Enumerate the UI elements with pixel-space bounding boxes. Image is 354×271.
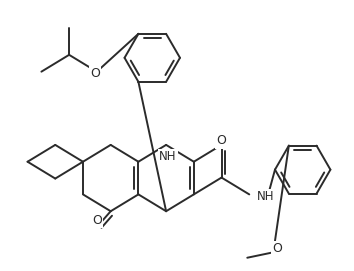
Text: NH: NH (257, 190, 275, 203)
Text: O: O (90, 67, 100, 80)
Text: NH: NH (159, 150, 177, 163)
Text: O: O (217, 134, 227, 147)
Text: O: O (92, 214, 102, 227)
Text: O: O (272, 242, 282, 255)
